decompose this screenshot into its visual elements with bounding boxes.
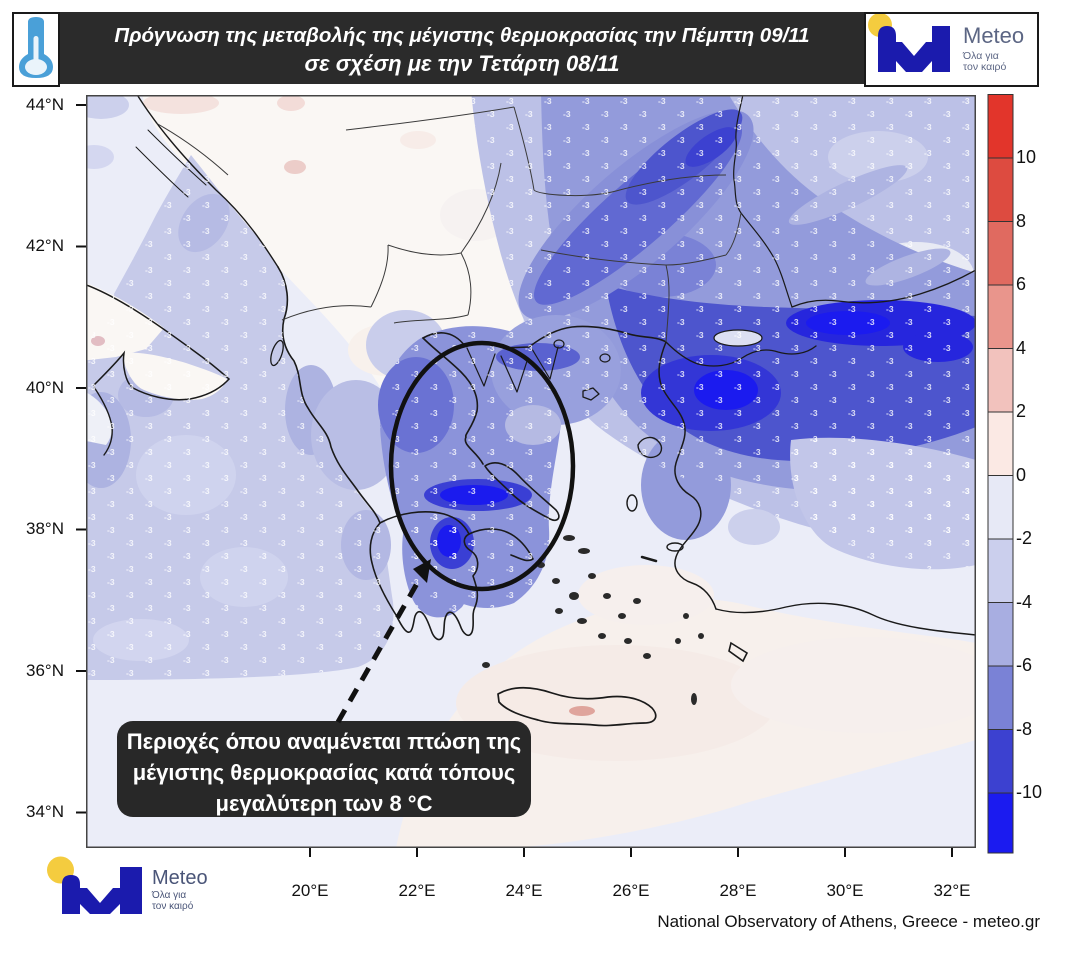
svg-text:τον καιρό: τον καιρό (152, 900, 194, 912)
svg-text:τον καιρό: τον καιρό (963, 61, 1007, 73)
svg-text:Όλα για: Όλα για (151, 890, 186, 901)
svg-text:Όλα για: Όλα για (962, 50, 999, 62)
svg-text:Meteo: Meteo (963, 23, 1024, 48)
svg-text:Meteo: Meteo (152, 867, 208, 889)
